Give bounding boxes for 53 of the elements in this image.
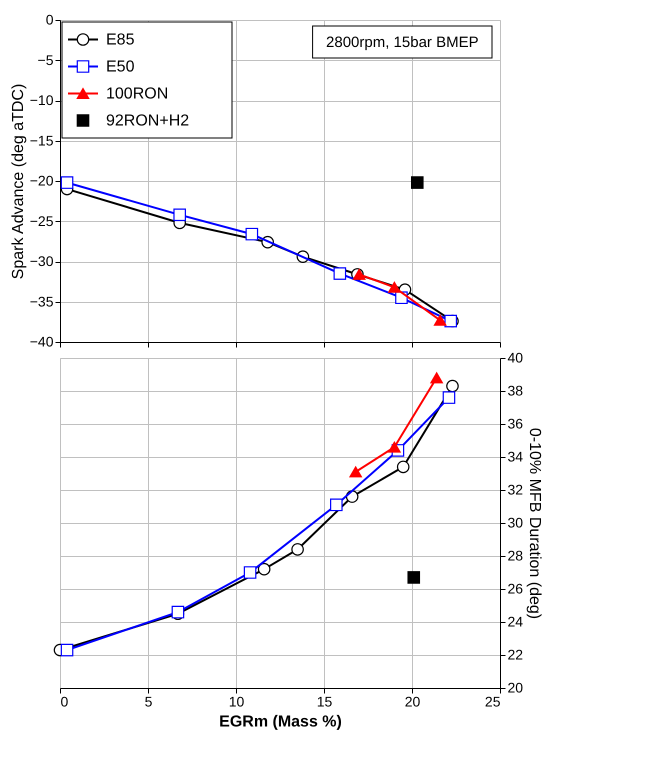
point: [258, 562, 270, 576]
y2-tick-label: 28: [508, 548, 524, 564]
x-tick-label: 25: [484, 694, 501, 710]
y2-tick-label: 30: [508, 514, 524, 530]
x-tick-label: 15: [316, 694, 332, 710]
legend-label: E50: [106, 58, 135, 76]
point: [291, 543, 304, 556]
point: [388, 282, 401, 293]
point: [434, 314, 446, 326]
y2-tick-label: 32: [508, 482, 524, 498]
point: [446, 380, 459, 392]
x-tick-label: 0: [60, 694, 68, 710]
y-tick-label: −15: [30, 132, 54, 148]
y-tick-label: −10: [30, 92, 54, 108]
legend-label: 92RON+H2: [106, 112, 190, 130]
y2-tick-label: 36: [508, 416, 524, 432]
y2-axis-title: 0-10% MFB Duration (deg): [526, 428, 544, 620]
y-tick-label: −35: [30, 293, 54, 310]
y-tick-label: −40: [30, 334, 54, 350]
x-axis-title: EGRm (Mass %): [219, 714, 342, 730]
x-tick-label: 10: [228, 694, 244, 710]
point: [60, 176, 74, 189]
point: [407, 571, 420, 584]
point: [410, 176, 424, 189]
point: [246, 228, 258, 240]
y2-tick-label: 34: [508, 448, 524, 464]
point: [334, 267, 346, 280]
y-tick-label: 0: [46, 12, 54, 28]
point: [396, 460, 410, 474]
y2-tick-label: 38: [508, 382, 524, 398]
legend-label: E85: [106, 32, 135, 48]
y2-tick-label: 24: [508, 614, 524, 630]
point: [330, 498, 343, 512]
y2-tick-label: 20: [508, 680, 524, 696]
point: [60, 644, 74, 656]
point: [244, 566, 256, 579]
y-tick-label: −25: [30, 212, 54, 229]
y-axis-title: Spark Advance (deg aTDC): [10, 84, 27, 280]
y-tick-label: −20: [30, 172, 54, 188]
x-tick-label: 5: [144, 694, 153, 710]
y2-tick-label: 22: [508, 646, 524, 662]
point: [349, 466, 362, 478]
point: [442, 391, 456, 404]
point: [173, 208, 186, 222]
point: [430, 372, 443, 384]
y2-tick-label: 26: [508, 580, 524, 596]
y-tick-label: −30: [30, 253, 54, 269]
y-tick-label: −5: [38, 52, 54, 68]
y2-tick-label: 40: [508, 350, 524, 366]
legend-label: 100RON: [106, 86, 168, 102]
annotation: 2800rpm, 15bar BMEP: [326, 34, 479, 51]
x-tick-label: 20: [404, 694, 420, 710]
point: [388, 442, 401, 453]
